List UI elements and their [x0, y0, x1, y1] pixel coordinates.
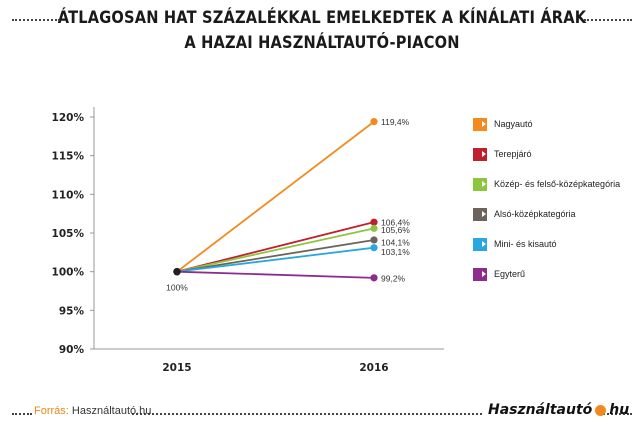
line-chart: 90% 95% 100% 105% 110% 115% 120% 2015 2016 119,4%… [52, 107, 444, 374]
chart-title-line-2: A HAZAI HASZNÁLTAUTÓ-PIACON [184, 33, 460, 53]
legend-label: Mini- és kisautó [494, 239, 557, 249]
series-line [176, 227, 375, 273]
series-end-point [370, 244, 378, 252]
series-end-point [370, 218, 378, 226]
y-tick-label: 115% [52, 151, 85, 163]
legend-swatch-icon [473, 207, 487, 221]
series-end-point [370, 274, 378, 282]
title-dotted-rule-left [12, 19, 60, 21]
title-dotted-rule-right [584, 19, 632, 21]
series-end-point [370, 118, 378, 126]
legend-label: Közép- és felső-középkategória [494, 179, 621, 189]
y-tick-label: 95% [59, 305, 85, 317]
x-tick-label: 2015 [162, 362, 191, 374]
series-line [176, 239, 375, 273]
data-label: 119,4% [381, 117, 410, 127]
x-tick-label: 2016 [359, 362, 388, 374]
data-label: 99,2% [381, 273, 406, 283]
legend-swatch-icon [473, 177, 487, 191]
start-label: 100% [166, 283, 188, 293]
legend-swatch-icon [473, 117, 487, 131]
y-tick-label: 110% [52, 189, 85, 201]
legend-item: Terepjáró [473, 147, 532, 161]
legend-item: Egyterű [473, 267, 525, 281]
start-point [173, 267, 181, 276]
footer-dotted-rule-mid [132, 413, 482, 415]
legend-swatch-icon [473, 147, 487, 161]
data-label: 105,6% [381, 225, 410, 235]
chart-title-line-1: ÁTLAGOSAN HAT SZÁZALÉKKAL EMELKEDTEK A K… [57, 8, 587, 28]
brand-left: Használtautó [488, 402, 593, 418]
series-line [176, 270, 375, 279]
footer-dotted-rule-right [600, 413, 632, 415]
brand-logo: Használtautó hu [488, 402, 629, 418]
footer-dotted-rule-left [12, 413, 32, 415]
legend-item: Mini- és kisautó [473, 237, 557, 251]
source-value: Használtautó.hu [71, 405, 152, 417]
data-label: 103,1% [381, 247, 410, 257]
data-label: 106,4% [381, 218, 410, 228]
y-tick-label: 105% [52, 228, 85, 240]
y-tick-label: 120% [52, 112, 85, 124]
source-note: Forrás: Használtautó.hu [34, 405, 151, 417]
series-end-point [370, 224, 378, 232]
legend-item: Alsó-középkategória [473, 207, 576, 221]
legend-label: Terepjáró [494, 149, 532, 159]
legend-label: Nagyautó [494, 119, 533, 129]
y-tick-label: 90% [59, 344, 85, 356]
brand-right: hu [609, 402, 630, 418]
legend-item: Nagyautó [473, 117, 533, 131]
brand-dot-icon [595, 404, 607, 416]
legend-label: Alsó-középkategória [494, 209, 576, 219]
legend-swatch-icon [473, 237, 487, 251]
series-end-point [370, 236, 378, 244]
legend-swatch-icon [473, 267, 487, 281]
source-key: Forrás: [34, 405, 69, 417]
legend-label: Egyterű [494, 269, 526, 279]
series-line [176, 221, 375, 273]
data-label: 104,1% [381, 237, 410, 247]
legend-item: Közép- és felső-középkategória [473, 177, 620, 191]
series-line [176, 120, 375, 273]
series-line [176, 246, 375, 273]
y-tick-label: 100% [52, 267, 85, 279]
